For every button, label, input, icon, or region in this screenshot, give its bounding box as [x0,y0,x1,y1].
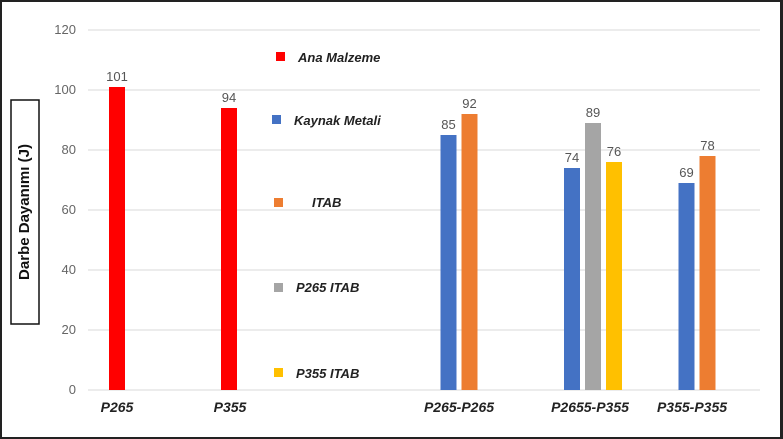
legend-swatch [276,52,285,61]
bar-P355-ana-malzeme [221,108,237,390]
y-tick-label: 60 [62,202,76,217]
data-label: 101 [106,69,128,84]
data-label: 92 [462,96,476,111]
bar-P265-P265-itab [461,114,478,390]
legend: Ana Malzeme Kaynak Metali ITAB P265 ITAB P35… [272,50,381,381]
gridlines [88,29,760,391]
legend-swatch [272,115,281,124]
legend-label: P265 ITAB [296,280,359,295]
legend-swatch [274,368,283,377]
legend-label: P355 ITAB [296,366,359,381]
data-label: 78 [700,138,714,153]
data-label: 76 [607,144,621,159]
bar-P2655-P355-p265-itab [585,123,601,390]
bar-P265-ana-malzeme [109,87,125,390]
data-label: 69 [679,165,693,180]
bar-P355-P355-itab [699,156,716,390]
y-axis-ticks: 0 20 40 60 80 100 120 [54,22,76,397]
y-tick-label: 40 [62,262,76,277]
y-tick-label: 0 [69,382,76,397]
data-label: 85 [441,117,455,132]
x-tick-label: P265-P265 [424,399,494,415]
x-axis-ticks: P265 P355 P265-P265 P2655-P355 P355-P355 [101,399,728,415]
y-tick-label: 100 [54,82,76,97]
bar-P2655-P355-p355-itab [606,162,622,390]
x-tick-label: P355-P355 [657,399,727,415]
legend-label: ITAB [312,195,341,210]
data-label: 74 [565,150,579,165]
y-axis-title-box: Darbe Dayanımı (J) [10,99,40,325]
y-tick-label: 80 [62,142,76,157]
y-axis-title: Darbe Dayanımı (J) [16,144,33,280]
legend-label: Kaynak Metali [294,113,381,128]
data-label: 89 [586,105,600,120]
legend-swatch [274,198,283,207]
y-axis-title-frame [10,99,40,325]
legend-swatch [274,283,283,292]
data-label: 94 [222,90,236,105]
x-tick-label: P265 [101,399,134,415]
bar-P265-P265-kaynak-metali [440,135,457,390]
bar-P2655-P355-kaynak-metali [564,168,580,390]
x-tick-label: P355 [214,399,247,415]
bars [109,87,716,390]
legend-label: Ana Malzeme [297,50,380,65]
data-labels: 101 94 85 92 74 89 76 69 78 [106,69,715,180]
x-tick-label: P2655-P355 [551,399,629,415]
y-tick-label: 20 [62,322,76,337]
bar-P355-P355-kaynak-metali [678,183,695,390]
y-tick-label: 120 [54,22,76,37]
